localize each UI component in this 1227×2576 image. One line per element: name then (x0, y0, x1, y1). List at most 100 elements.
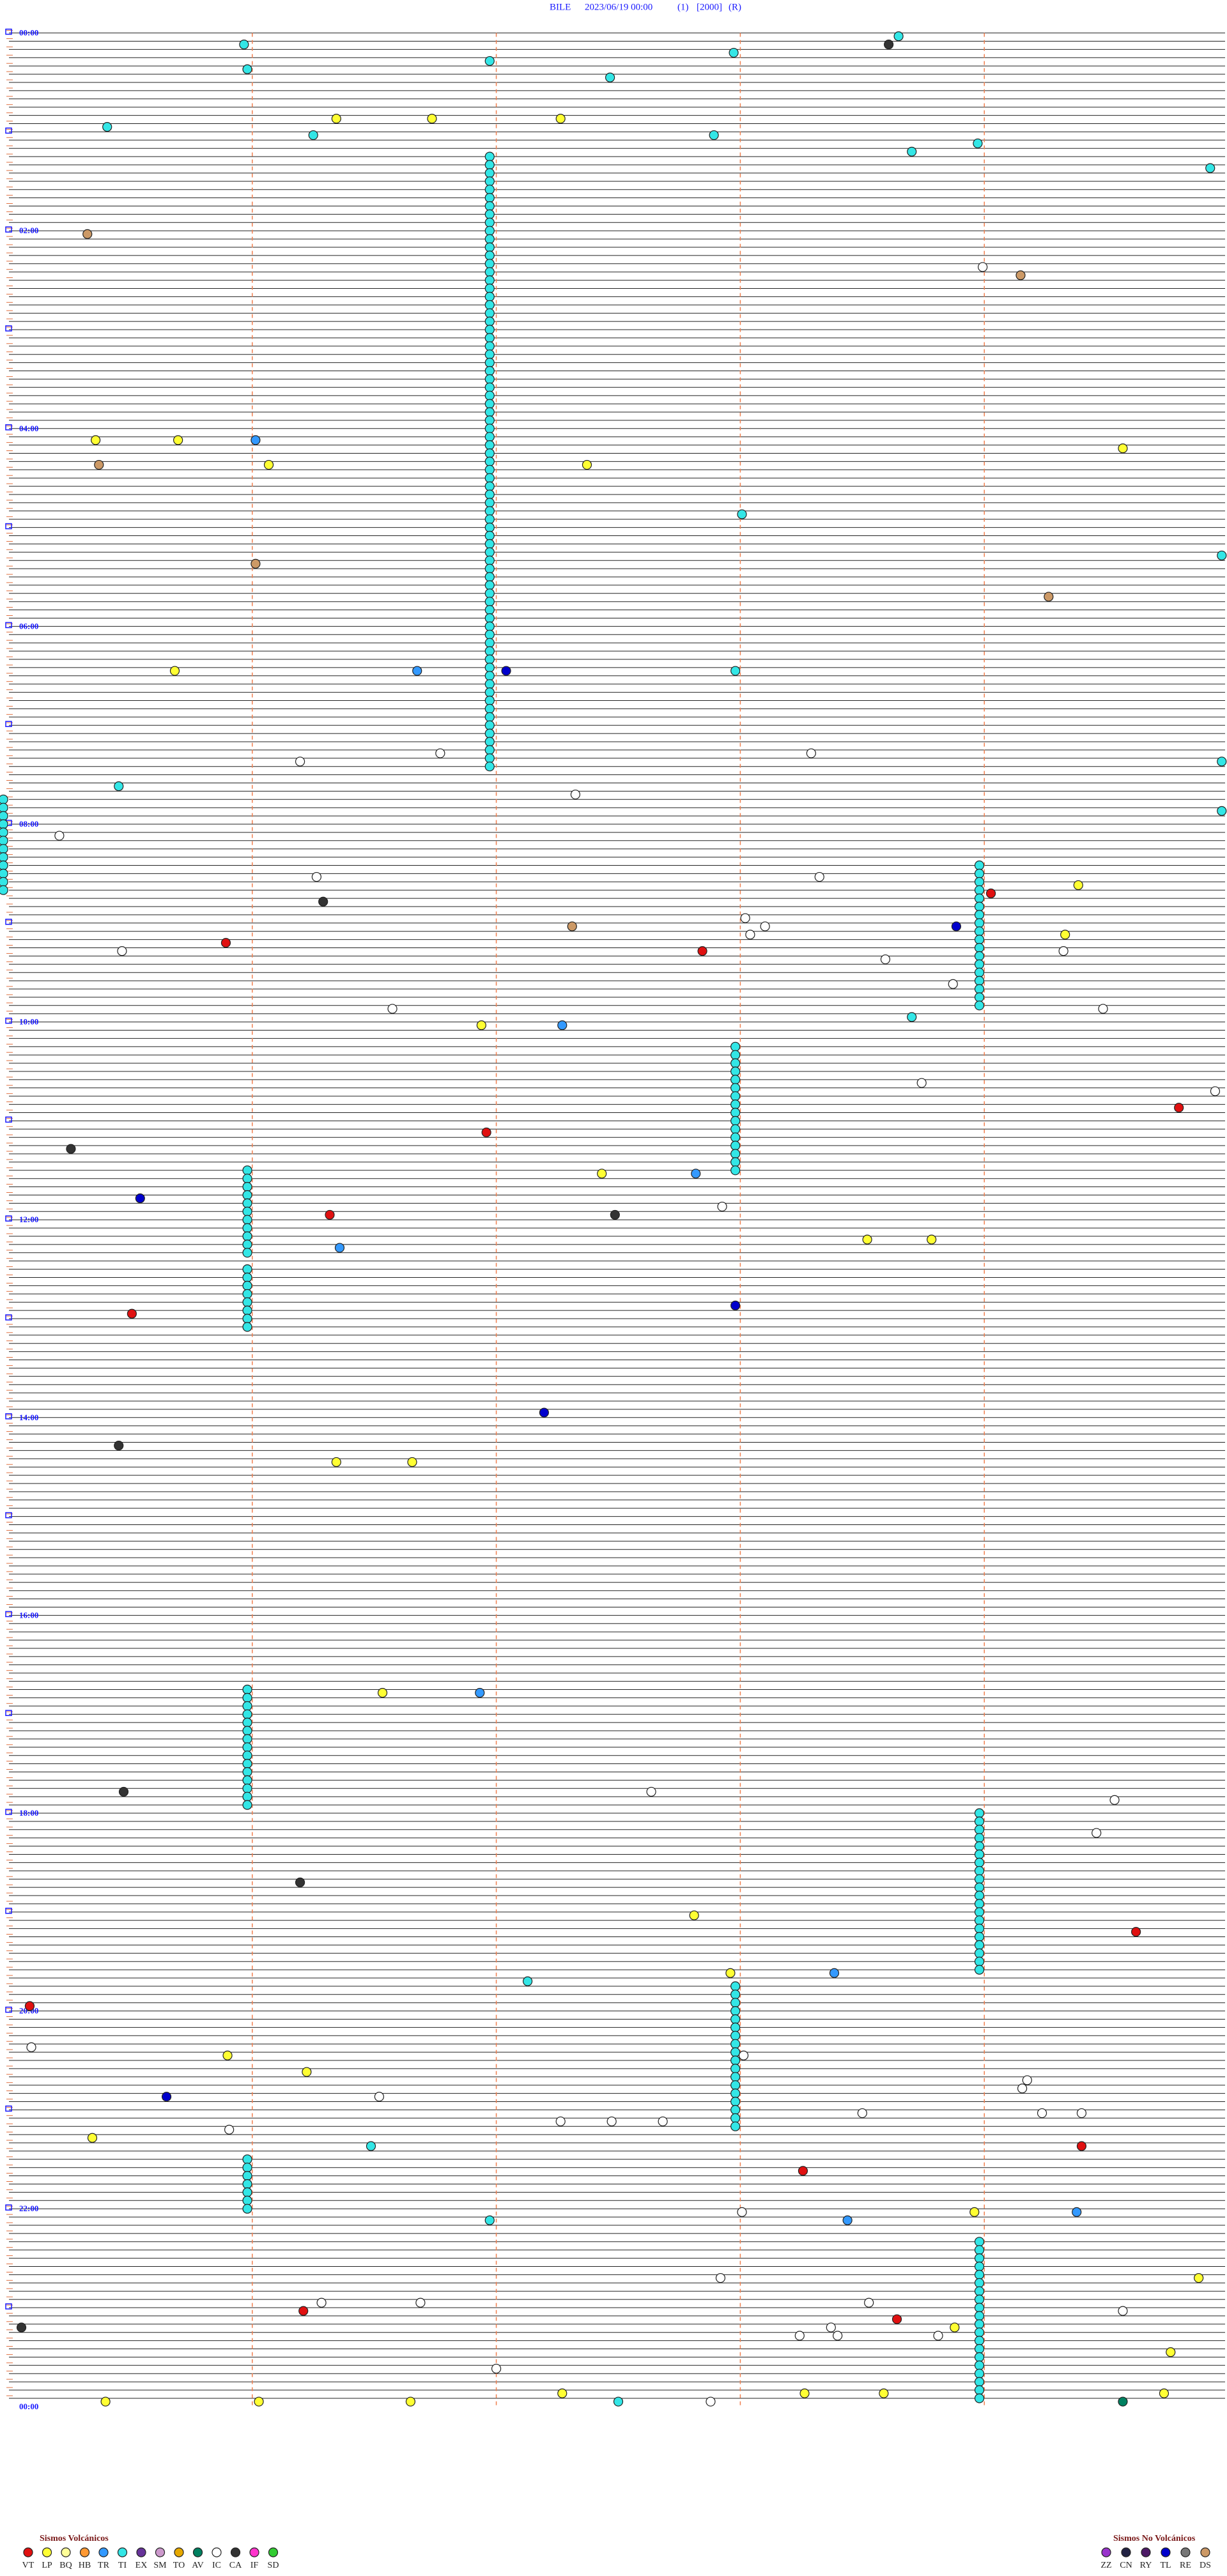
event (484, 56, 495, 66)
event (730, 1157, 741, 1167)
event (334, 1243, 345, 1253)
legend-label: IC (212, 2561, 221, 2570)
event (730, 1041, 741, 1052)
event (709, 130, 719, 141)
event (127, 1308, 137, 1319)
legend-title-volcanic: Sismos Volcánicos (40, 2534, 109, 2543)
event (646, 1786, 656, 1797)
legend-label: IF (251, 2561, 259, 2570)
event (880, 954, 891, 965)
event (242, 1726, 252, 1736)
hour-mark (5, 1215, 12, 1222)
event (806, 748, 816, 758)
event (484, 745, 495, 755)
legend-swatch (98, 2547, 109, 2557)
event (891, 2314, 902, 2324)
event (730, 1981, 741, 1991)
event (974, 1940, 985, 1950)
event (374, 2092, 385, 2102)
hour-mark (5, 622, 12, 629)
component: (1) (677, 2, 689, 12)
legend-label: AV (192, 2561, 203, 2570)
event (484, 300, 495, 310)
event (325, 1209, 335, 1220)
legend-swatch (1121, 2547, 1131, 2557)
hour-mark (5, 1017, 12, 1024)
event (1159, 2388, 1169, 2398)
event (1118, 443, 1128, 454)
event (0, 836, 8, 846)
legend-swatch (136, 2547, 146, 2557)
legend-label: TO (173, 2561, 185, 2570)
time-label: 08:00 (19, 819, 38, 829)
event (263, 459, 274, 470)
event (582, 459, 592, 470)
legend-label: ZZ (1100, 2561, 1111, 2570)
event (114, 1441, 124, 1451)
event (730, 2030, 741, 2041)
time-label: 10:00 (19, 1017, 38, 1027)
event (730, 2121, 741, 2131)
event (114, 781, 124, 792)
event (484, 629, 495, 640)
event (974, 1849, 985, 1860)
event (864, 2297, 874, 2308)
legend-swatch (117, 2547, 128, 2557)
event (295, 756, 305, 767)
event (730, 1124, 741, 1134)
event (610, 1209, 620, 1220)
event (974, 1915, 985, 1926)
event (730, 1075, 741, 1085)
event (242, 2154, 252, 2165)
hour-mark (5, 1116, 12, 1123)
event (242, 1280, 252, 1291)
event (737, 509, 747, 519)
event (405, 2396, 416, 2407)
event (484, 217, 495, 227)
event (974, 1857, 985, 1867)
event (484, 341, 495, 351)
legend-label: CN (1120, 2561, 1132, 2570)
event (0, 802, 8, 813)
event (173, 435, 183, 445)
event (730, 2064, 741, 2074)
event (689, 1910, 699, 1920)
event (242, 2204, 252, 2214)
event (377, 1688, 388, 1698)
event (974, 992, 985, 1002)
hour-mark (5, 1908, 12, 1914)
event (242, 1305, 252, 1315)
event (973, 138, 983, 149)
event (435, 748, 445, 758)
hour-mark (5, 721, 12, 727)
event (484, 498, 495, 508)
event (161, 2092, 172, 2102)
event (484, 226, 495, 236)
event (1194, 2273, 1204, 2283)
event (829, 1968, 840, 1978)
event (484, 720, 495, 730)
event (1118, 2306, 1128, 2316)
event (242, 64, 252, 74)
event (484, 580, 495, 590)
legend-swatch (1141, 2547, 1151, 2557)
event (974, 1874, 985, 1884)
event (857, 2108, 867, 2119)
event (242, 1767, 252, 1777)
event (974, 2245, 985, 2255)
event (730, 1116, 741, 1126)
event (484, 424, 495, 434)
legend-label: HB (79, 2561, 91, 2570)
time-label: 16:00 (19, 1610, 38, 1620)
event (570, 789, 581, 800)
event (974, 868, 985, 879)
event (730, 2072, 741, 2082)
event (1166, 2347, 1176, 2358)
event (484, 357, 495, 368)
event (87, 2133, 98, 2143)
event (0, 877, 8, 887)
mode: (R) (729, 2, 741, 12)
event (974, 1825, 985, 1835)
event (242, 1701, 252, 1711)
event (974, 934, 985, 945)
